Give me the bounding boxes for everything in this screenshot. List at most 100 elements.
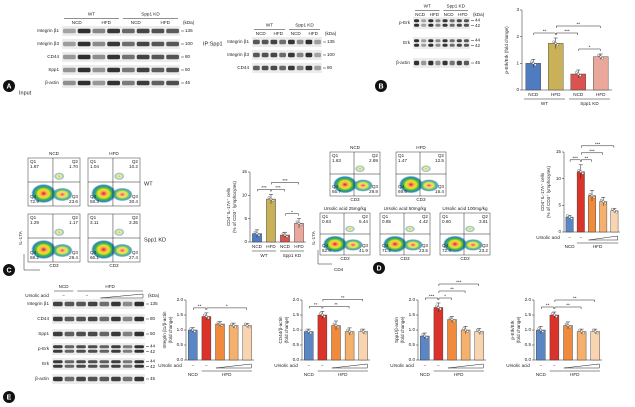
y-tick-label: 0.0	[525, 357, 532, 362]
lane-label: HFD	[458, 12, 468, 17]
replicate-dot	[574, 71, 578, 74]
lane-label: NCD	[444, 12, 455, 17]
row-label: Spp1	[48, 67, 59, 72]
quadrant-label: Q1	[30, 159, 37, 164]
replicate-dot	[271, 199, 275, 202]
quadrant-value: 30.4	[129, 199, 138, 204]
row-label: p-Erk	[399, 20, 411, 25]
bar	[447, 319, 457, 361]
band	[435, 19, 441, 23]
panel-badge	[3, 80, 15, 92]
replicate-dot	[336, 325, 340, 329]
group-label: NCD	[304, 372, 315, 377]
replicate-dot	[319, 312, 322, 315]
density-side	[111, 187, 133, 202]
quadrant-label: Q3	[132, 250, 139, 255]
significance-bracket	[425, 297, 439, 300]
quadrant-value: 23.5	[419, 248, 428, 253]
replicate-dot	[299, 223, 303, 227]
quadrant-label: Q3	[438, 184, 445, 189]
quadrant-value: 2.89	[369, 158, 378, 163]
group-label: HFD	[338, 372, 348, 377]
quadrant-value: 68.2	[30, 255, 39, 260]
band	[122, 364, 133, 368]
kda-label: 45	[475, 60, 481, 65]
bar	[588, 195, 596, 233]
lane-label: HFD	[102, 20, 112, 25]
replicate-dot	[537, 327, 541, 330]
replicate-dot	[257, 233, 261, 237]
replicate-dot	[553, 313, 556, 317]
blot-strip	[52, 343, 145, 355]
row-label: Integrin β1	[27, 301, 49, 306]
density-side	[51, 243, 73, 258]
band	[314, 65, 321, 71]
row-label: Integrin β3	[227, 52, 249, 57]
row-label: β-actin	[35, 376, 49, 381]
quadrant-value: 29.4	[69, 255, 78, 260]
significance-bracket	[438, 283, 479, 286]
treatment-label: Ursolic acid	[390, 363, 414, 368]
band	[414, 43, 420, 47]
kda-label: 44	[475, 18, 481, 23]
band	[136, 80, 150, 86]
treatment: −	[205, 363, 208, 368]
band	[421, 23, 427, 27]
band	[449, 43, 455, 47]
group-label: Spp1 KD	[295, 23, 314, 28]
flow-title: NCD	[49, 151, 60, 156]
replicate-dot	[588, 192, 592, 196]
density-side	[403, 239, 423, 251]
band	[449, 39, 455, 43]
group-label: WT	[266, 23, 273, 28]
significance-bracket	[438, 297, 452, 300]
density-up	[114, 172, 125, 181]
band	[64, 331, 75, 337]
replicate-dot	[363, 331, 367, 335]
panel-label: C	[6, 267, 11, 274]
band	[428, 39, 434, 43]
flow-x-label: CD3	[109, 263, 119, 268]
blot-strip	[413, 58, 470, 68]
flow-x-label: CD3	[49, 263, 59, 268]
band	[107, 28, 120, 34]
band	[414, 60, 420, 66]
y-tick-label: 0.5	[409, 342, 416, 347]
band	[270, 65, 278, 71]
band	[151, 80, 165, 86]
flow-x-label: CD3	[340, 256, 350, 261]
significance-bracket	[309, 306, 323, 309]
band	[64, 301, 75, 307]
replicate-dot	[551, 312, 554, 315]
band	[87, 345, 98, 349]
kda-label: 50	[185, 67, 191, 72]
replicate-dot	[234, 325, 237, 329]
band	[64, 376, 75, 382]
quadrant-value: 29.8	[369, 189, 378, 194]
row-label: Spp1 KD	[144, 237, 166, 243]
quadrant-value: 4.42	[419, 219, 428, 224]
band	[288, 52, 295, 58]
band	[151, 28, 165, 34]
kda-label: 44	[475, 38, 481, 43]
density-main	[383, 235, 407, 253]
band	[99, 360, 110, 364]
row-label: WT	[144, 181, 153, 187]
quadrant-value: 72.9	[30, 199, 39, 204]
band	[261, 39, 269, 45]
bar	[420, 335, 430, 361]
band	[99, 349, 110, 353]
significance-bracket	[569, 159, 581, 162]
replicate-dot	[193, 330, 197, 333]
significance-label: ***	[429, 294, 435, 299]
band	[53, 376, 63, 382]
y-tick-label: 0	[244, 239, 247, 244]
bar	[317, 314, 328, 361]
flow-title: HFD	[416, 145, 426, 150]
band	[122, 301, 133, 307]
y-tick-label: 1.5	[293, 312, 300, 317]
quadrant-value: 23.2	[479, 248, 488, 253]
band	[134, 376, 144, 382]
bar	[460, 329, 471, 361]
y-tick-label: 5	[558, 203, 561, 208]
